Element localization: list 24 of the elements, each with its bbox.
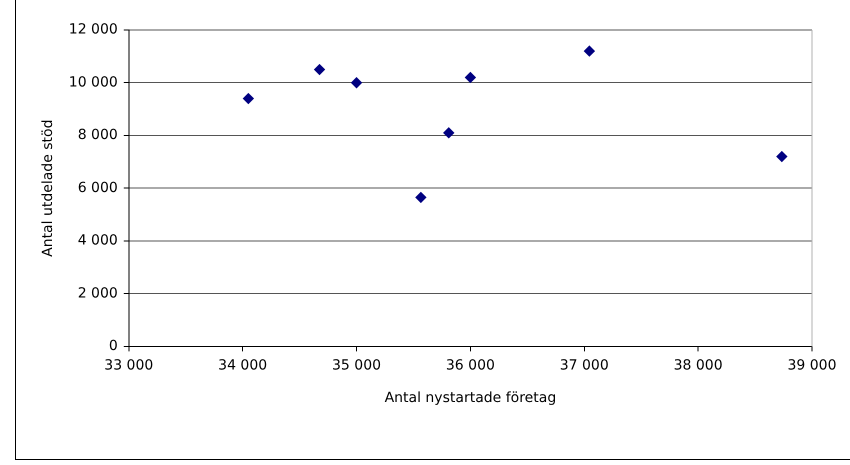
x-tick-label: 34 000 <box>218 357 268 374</box>
y-tick-label: 0 <box>108 338 118 354</box>
point <box>415 192 426 203</box>
y-axis-title: Antal utdelade stöd <box>40 120 56 257</box>
point <box>443 127 454 138</box>
x-tick-label: 33 000 <box>104 357 154 374</box>
x-tick-label: 35 000 <box>332 357 382 374</box>
y-tick-label: 8 000 <box>78 127 118 144</box>
point <box>314 64 326 76</box>
point <box>776 151 788 162</box>
point <box>242 93 254 104</box>
x-axis-title: Antal nystartade företag <box>384 390 556 406</box>
y-tick-label: 12 000 <box>68 22 118 38</box>
point <box>351 77 362 88</box>
point <box>584 46 595 57</box>
y-tick-label: 10 000 <box>68 74 118 90</box>
y-tick-label: 2 000 <box>78 285 118 302</box>
y-tick-label: 6 000 <box>78 180 118 196</box>
x-tick-label: 38 000 <box>674 357 723 374</box>
x-tick-label: 36 000 <box>446 357 495 374</box>
point <box>464 72 476 83</box>
y-tick-label: 4 000 <box>78 232 118 249</box>
x-tick-label: 39 000 <box>788 357 836 374</box>
x-tick-label: 37 000 <box>560 357 609 374</box>
